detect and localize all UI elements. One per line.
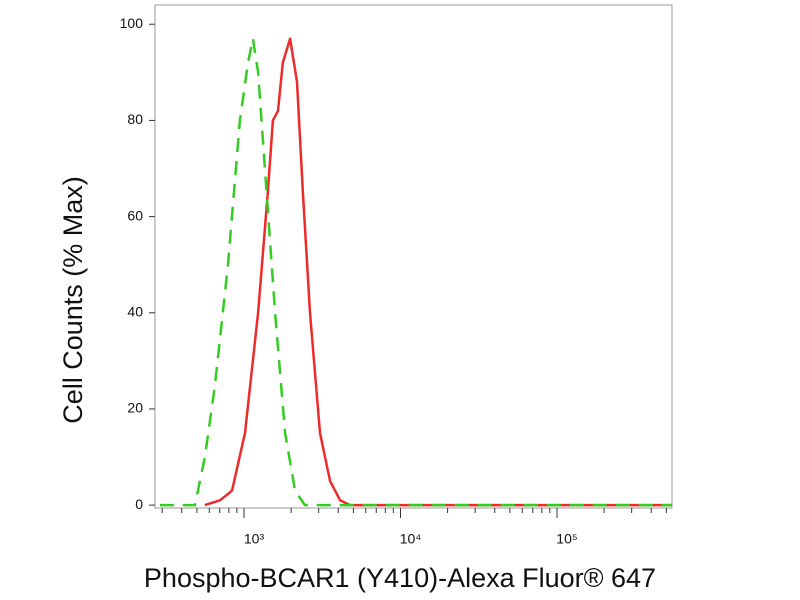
y-tick-label: 20 — [127, 400, 143, 416]
x-tick-label: 10⁵ — [556, 531, 577, 547]
series-line — [204, 37, 672, 507]
series-line — [159, 37, 672, 507]
y-tick-label: 60 — [127, 207, 143, 223]
y-tick-label: 100 — [120, 15, 144, 31]
y-tick-label: 80 — [127, 111, 143, 127]
x-tick-label: 10⁴ — [400, 531, 422, 547]
y-tick-label: 40 — [127, 303, 143, 319]
x-axis-label: Phospho-BCAR1 (Y410)-Alexa Fluor® 647 — [144, 563, 656, 593]
y-axis-label: Cell Counts (% Max) — [58, 176, 88, 424]
y-tick-label: 0 — [135, 496, 143, 512]
x-tick-label: 10³ — [244, 531, 265, 547]
plot-frame — [154, 4, 673, 509]
